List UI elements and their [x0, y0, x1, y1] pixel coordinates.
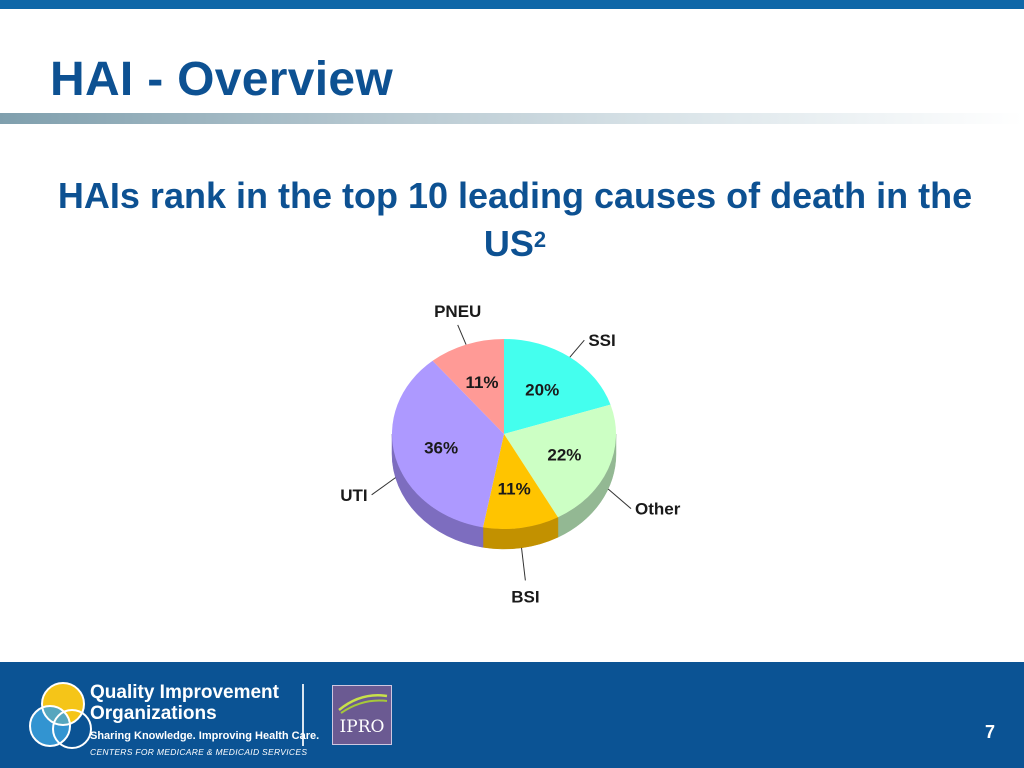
- pie-leader-line-ssi: [569, 339, 585, 358]
- slide-subtitle: HAIs rank in the top 10 leading causes o…: [40, 172, 990, 268]
- qio-name-line1: Quality Improvement: [90, 682, 279, 703]
- pie-value-label-uti: 36%: [424, 439, 458, 458]
- pie-value-label-ssi: 20%: [525, 380, 559, 399]
- subtitle-footnote-ref: 2: [533, 227, 547, 252]
- pie-slice-pneu: [432, 339, 504, 434]
- pie-category-label-ssi: SSI: [588, 331, 615, 350]
- pie-slice-bsi: [483, 434, 558, 529]
- pie-category-label-bsi: BSI: [511, 587, 539, 606]
- qio-logo-text: Quality Improvement Organizations Sharin…: [90, 682, 319, 757]
- top-accent-bar: [0, 0, 1024, 9]
- pie-category-label-other: Other: [635, 500, 681, 519]
- pie-value-label-pneu: 11%: [465, 373, 498, 392]
- footer-bar: Quality Improvement Organizations Sharin…: [0, 662, 1024, 768]
- qio-logo-icon: [29, 682, 92, 749]
- ipro-logo: IPRO: [332, 685, 392, 745]
- pie-value-label-bsi: 11%: [498, 479, 531, 498]
- qio-tagline: Sharing Knowledge. Improving Health Care…: [90, 730, 320, 742]
- ipro-swoosh-icon: [338, 694, 388, 714]
- pie-slice-ssi: [504, 339, 611, 434]
- subtitle-text: HAIs rank in the top 10 leading causes o…: [57, 175, 973, 264]
- footer-divider: [302, 684, 304, 746]
- pie-category-label-uti: UTI: [340, 486, 367, 505]
- page-number: 7: [985, 722, 996, 742]
- pie-slice-uti: [392, 360, 504, 528]
- pie-leader-line-other: [607, 488, 632, 510]
- qio-name-line2: Organizations: [90, 703, 217, 724]
- slide-title: HAI - Overview: [50, 53, 393, 106]
- pie-value-label-other: 22%: [547, 445, 581, 464]
- pie-leader-line-pneu: [457, 324, 467, 345]
- pie-chart: 20% 22% 11% 36% 11% SSI Other BSI UTI PNEU: [340, 302, 681, 607]
- pie-slice-other: [504, 404, 616, 518]
- pie-leader-line-bsi: [521, 547, 526, 581]
- ipro-logo-text: IPRO: [339, 717, 385, 737]
- pie-category-label-pneu: PNEU: [434, 302, 481, 321]
- title-underline: [0, 113, 1024, 124]
- pie-leader-line-uti: [371, 477, 396, 496]
- cms-line: CENTERS FOR MEDICARE & MEDICAID SERVICES: [90, 747, 308, 757]
